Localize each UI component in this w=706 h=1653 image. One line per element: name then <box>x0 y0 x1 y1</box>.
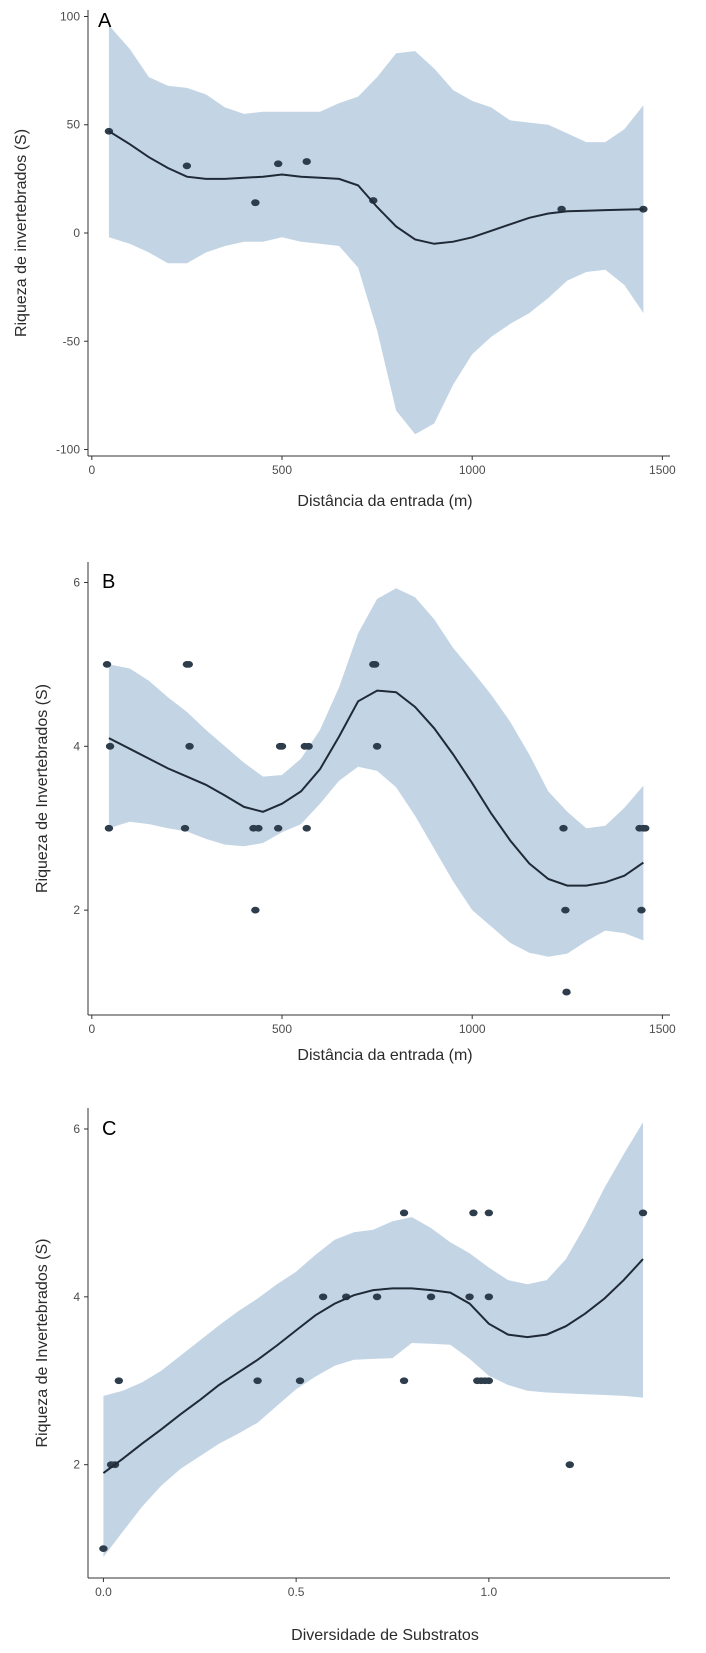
x-tick-label: 1.0 <box>481 1585 498 1599</box>
fit-line <box>108 130 644 245</box>
data-point <box>295 1377 305 1385</box>
fit-line <box>102 1258 644 1474</box>
data-point <box>484 1209 494 1217</box>
confidence-band <box>108 588 644 957</box>
data-point <box>302 824 311 832</box>
x-tick-label: 1000 <box>459 463 486 477</box>
y-tick-label: -100 <box>56 443 80 457</box>
data-point <box>372 742 382 750</box>
data-point <box>302 158 311 165</box>
data-point <box>304 742 313 750</box>
data-point <box>372 1293 382 1301</box>
x-tick-label: 500 <box>272 1022 292 1036</box>
data-point <box>185 742 194 750</box>
data-point <box>318 1293 328 1301</box>
panel-label: C <box>102 1118 116 1140</box>
y-tick-label: 2 <box>73 1458 80 1472</box>
data-point <box>182 162 192 170</box>
confidence-band <box>103 1122 643 1557</box>
data-point <box>465 1293 474 1301</box>
panel-c: 2 4 6 0.0 0.5 1.0 Diversidade de Substratos Riq… <box>34 1108 670 1644</box>
data-point <box>638 1209 648 1217</box>
x-tick-label: 0.5 <box>288 1585 305 1599</box>
panel-b: 2 4 6 0 500 1000 1500 Distância da entrada (m) R… <box>34 562 676 1064</box>
x-tick-label: 0.0 <box>95 1585 112 1599</box>
y-axis-title: Riqueza de Invertebrados (S) <box>34 684 51 893</box>
data-point <box>254 824 263 832</box>
confidence-band <box>108 25 644 435</box>
data-point <box>273 160 283 168</box>
x-axis-title: Distância da entrada (m) <box>297 493 472 510</box>
data-point <box>104 824 114 832</box>
data-point <box>99 1545 108 1553</box>
data-point <box>253 1377 262 1385</box>
x-axis-title: Diversidade de Substratos <box>291 1627 479 1644</box>
x-tick-label: 0 <box>88 1022 95 1036</box>
x-tick-label: 1500 <box>649 1022 676 1036</box>
data-point <box>562 988 571 996</box>
data-point <box>105 742 115 750</box>
y-tick-label: 100 <box>60 9 80 23</box>
data-point <box>114 1377 124 1385</box>
y-tick-label: 2 <box>73 903 80 917</box>
y-axis-title: Riqueza de invertebrados (S) <box>13 129 30 337</box>
panel-label: B <box>102 571 115 593</box>
panel-label: A <box>98 10 112 32</box>
data-point <box>399 1377 409 1385</box>
data-point <box>469 1209 478 1217</box>
data-point <box>180 824 190 832</box>
data-point <box>484 1377 494 1385</box>
y-tick-label: 6 <box>73 575 80 589</box>
data-point <box>370 660 380 668</box>
y-tick-label: 50 <box>67 118 81 132</box>
y-tick-label: 4 <box>73 1290 80 1304</box>
x-tick-label: 1000 <box>459 1022 486 1036</box>
x-axis-title: Distância da entrada (m) <box>297 1047 472 1064</box>
fit-line <box>108 689 644 887</box>
data-point <box>273 824 283 832</box>
data-point <box>565 1461 574 1469</box>
data-point <box>561 906 570 914</box>
x-tick-label: 0 <box>88 463 95 477</box>
y-tick-label: 6 <box>73 1122 80 1136</box>
data-point <box>251 906 260 914</box>
data-point <box>559 824 568 832</box>
data-point <box>426 1293 436 1301</box>
data-point <box>251 199 260 207</box>
y-tick-label: -50 <box>63 334 81 348</box>
data-point <box>637 906 646 914</box>
x-tick-label: 1500 <box>649 463 676 477</box>
x-tick-label: 500 <box>272 463 292 477</box>
data-point <box>399 1209 409 1217</box>
data-point <box>102 660 112 668</box>
data-point <box>484 1293 494 1301</box>
data-point <box>277 742 287 750</box>
y-axis-title: Riqueza de Invertebrados (S) <box>34 1239 51 1448</box>
data-point <box>641 824 650 832</box>
y-tick-label: 4 <box>73 739 80 753</box>
data-point <box>184 660 194 668</box>
y-tick-label: 0 <box>73 226 80 240</box>
